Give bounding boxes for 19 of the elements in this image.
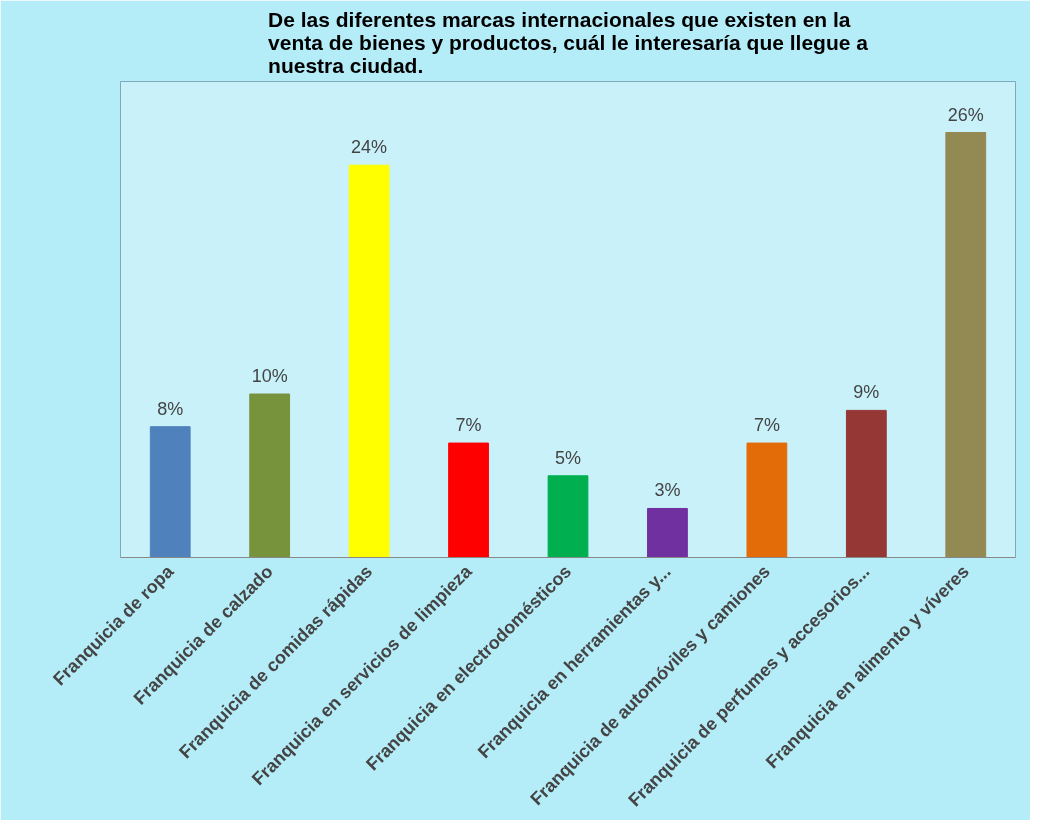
- bar: [348, 164, 390, 558]
- bar: [945, 132, 987, 558]
- data-label: 26%: [947, 104, 984, 125]
- data-label: 24%: [351, 137, 388, 158]
- bar: [647, 507, 688, 558]
- bar: [746, 442, 788, 558]
- bar: [845, 409, 887, 558]
- data-label: 5%: [554, 447, 582, 468]
- bar: [448, 442, 489, 558]
- data-label: 7%: [753, 415, 780, 436]
- chart-title: De las diferentes marcas internacionales que existen en la venta de bienes y productos, cuál le interesaría que llegue a nuestra ciudad.: [268, 7, 869, 77]
- data-label: 10%: [251, 366, 288, 387]
- bar: [547, 475, 589, 558]
- data-label: 3%: [654, 480, 681, 501]
- data-label: 9%: [853, 382, 880, 403]
- data-label: 8%: [157, 398, 184, 419]
- data-label: 7%: [455, 415, 482, 436]
- bar: [249, 393, 291, 558]
- bar: [149, 426, 191, 558]
